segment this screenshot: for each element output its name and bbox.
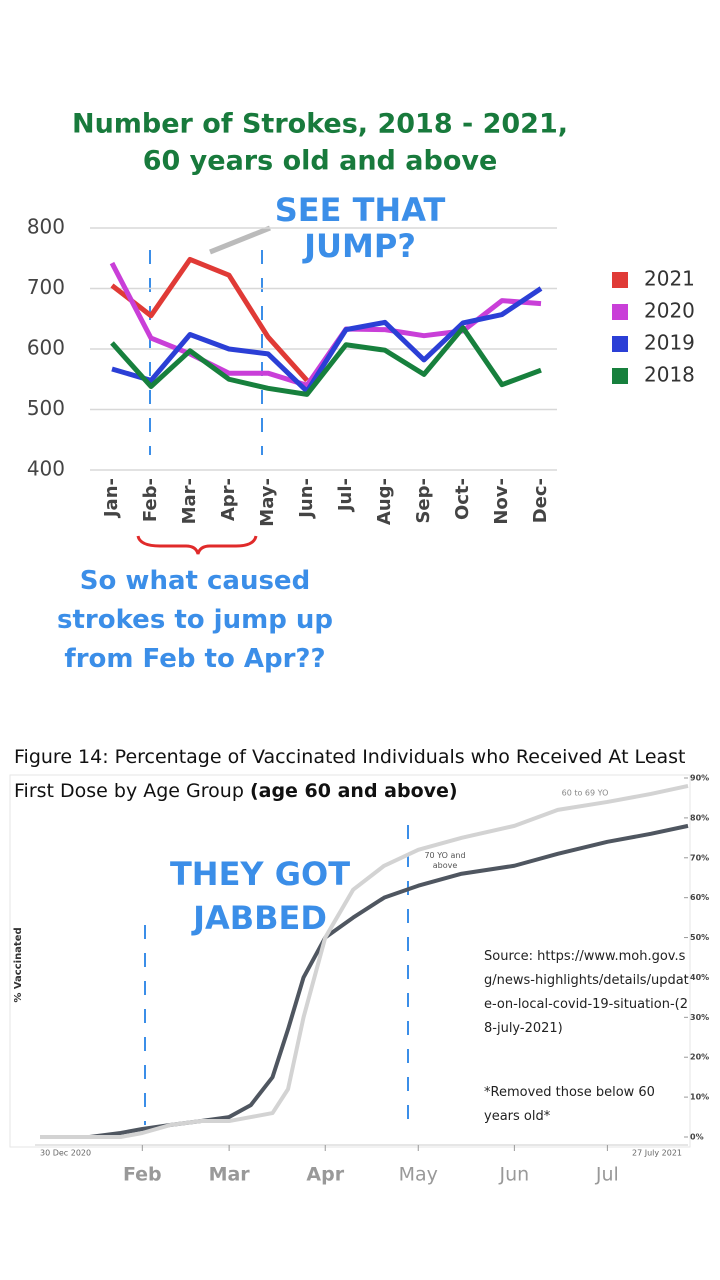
series-label: 60 to 69 YO [562,789,609,798]
x-tick-label: Aug- [374,478,395,525]
legend-label: 2018 [644,363,695,387]
annotation: THEY GOT JABBED [169,855,351,937]
x-tick-label: Jun- [296,478,317,520]
x-tick-label: Jul- [335,478,356,513]
legend-swatch [612,336,628,352]
syringe [209,225,271,255]
note: *Removed those below 60 years old* [484,1085,655,1124]
title-emphasis: (age 60 and above) [249,780,458,802]
y-tick-label: 40% [690,973,709,982]
annotation: SEE THAT JUMP? [274,191,446,265]
legend-label: 2021 [644,267,695,291]
x-tick-label: Mar [209,1164,251,1186]
date-label: 27 July 2021 [632,1149,682,1158]
annotation: So what caused strokes to jump up from F… [57,566,333,674]
y-tick-label: 600 [27,336,65,360]
y-tick-label: 400 [27,457,65,481]
y-tick-label: 90% [690,774,709,783]
y-tick-label: 60% [690,893,709,902]
y-tick-label: 500 [27,396,65,420]
legend-swatch [612,304,628,320]
x-tick-label: May- [257,478,278,527]
date-label: 30 Dec 2020 [40,1149,91,1158]
series-label: 70 YO and above [424,851,466,870]
y-tick-label: 20% [690,1053,709,1062]
x-tick-label: Jun [499,1164,530,1186]
y-tick-label: 70% [690,853,709,862]
x-tick-label: Oct- [452,478,473,520]
x-tick-label: Apr- [218,478,239,521]
title: Figure 14: Percentage of Vaccinated Indi… [14,746,686,802]
x-tick-label: Feb [123,1164,162,1186]
y-axis-label: % Vaccinated [13,927,24,1002]
x-tick-label: Nov- [491,478,512,525]
x-tick-label: Feb- [140,478,161,522]
x-tick-label: Jul [595,1164,619,1186]
y-tick-label: 700 [27,275,65,299]
legend-swatch [612,368,628,384]
series-line [110,256,309,383]
y-tick-label: 80% [690,813,709,822]
series-line [40,784,689,1139]
y-tick-label: 800 [27,215,65,239]
series-line [110,325,542,397]
legend-label: 2020 [644,299,695,323]
x-tick-label: Dec- [530,478,551,523]
chart-title: Number of Strokes, 2018 - 2021, [72,109,568,140]
y-tick-label: 0% [690,1133,704,1142]
x-tick-label: Apr [306,1164,344,1186]
legend-label: 2019 [644,331,695,355]
y-tick-label: 50% [690,933,709,942]
x-tick-label: May [399,1164,438,1186]
source-note: Source: https://www.moh.gov.sg/news-high… [484,949,689,1036]
series-line [111,286,543,394]
y-tick-label: 30% [690,1013,709,1022]
x-tick-label: Jan- [101,478,122,519]
chart-frame [9,774,691,1148]
figure-title: Figure 14: Percentage of Vaccinated Indi… [14,740,704,808]
brace [136,535,258,555]
x-tick-label: Mar- [179,478,200,524]
x-tick-label: Sep- [413,478,434,524]
y-tick-label: 10% [690,1093,709,1102]
series-line [40,823,689,1139]
legend-swatch [612,272,628,288]
chart-title: 60 years old and above [143,146,498,177]
